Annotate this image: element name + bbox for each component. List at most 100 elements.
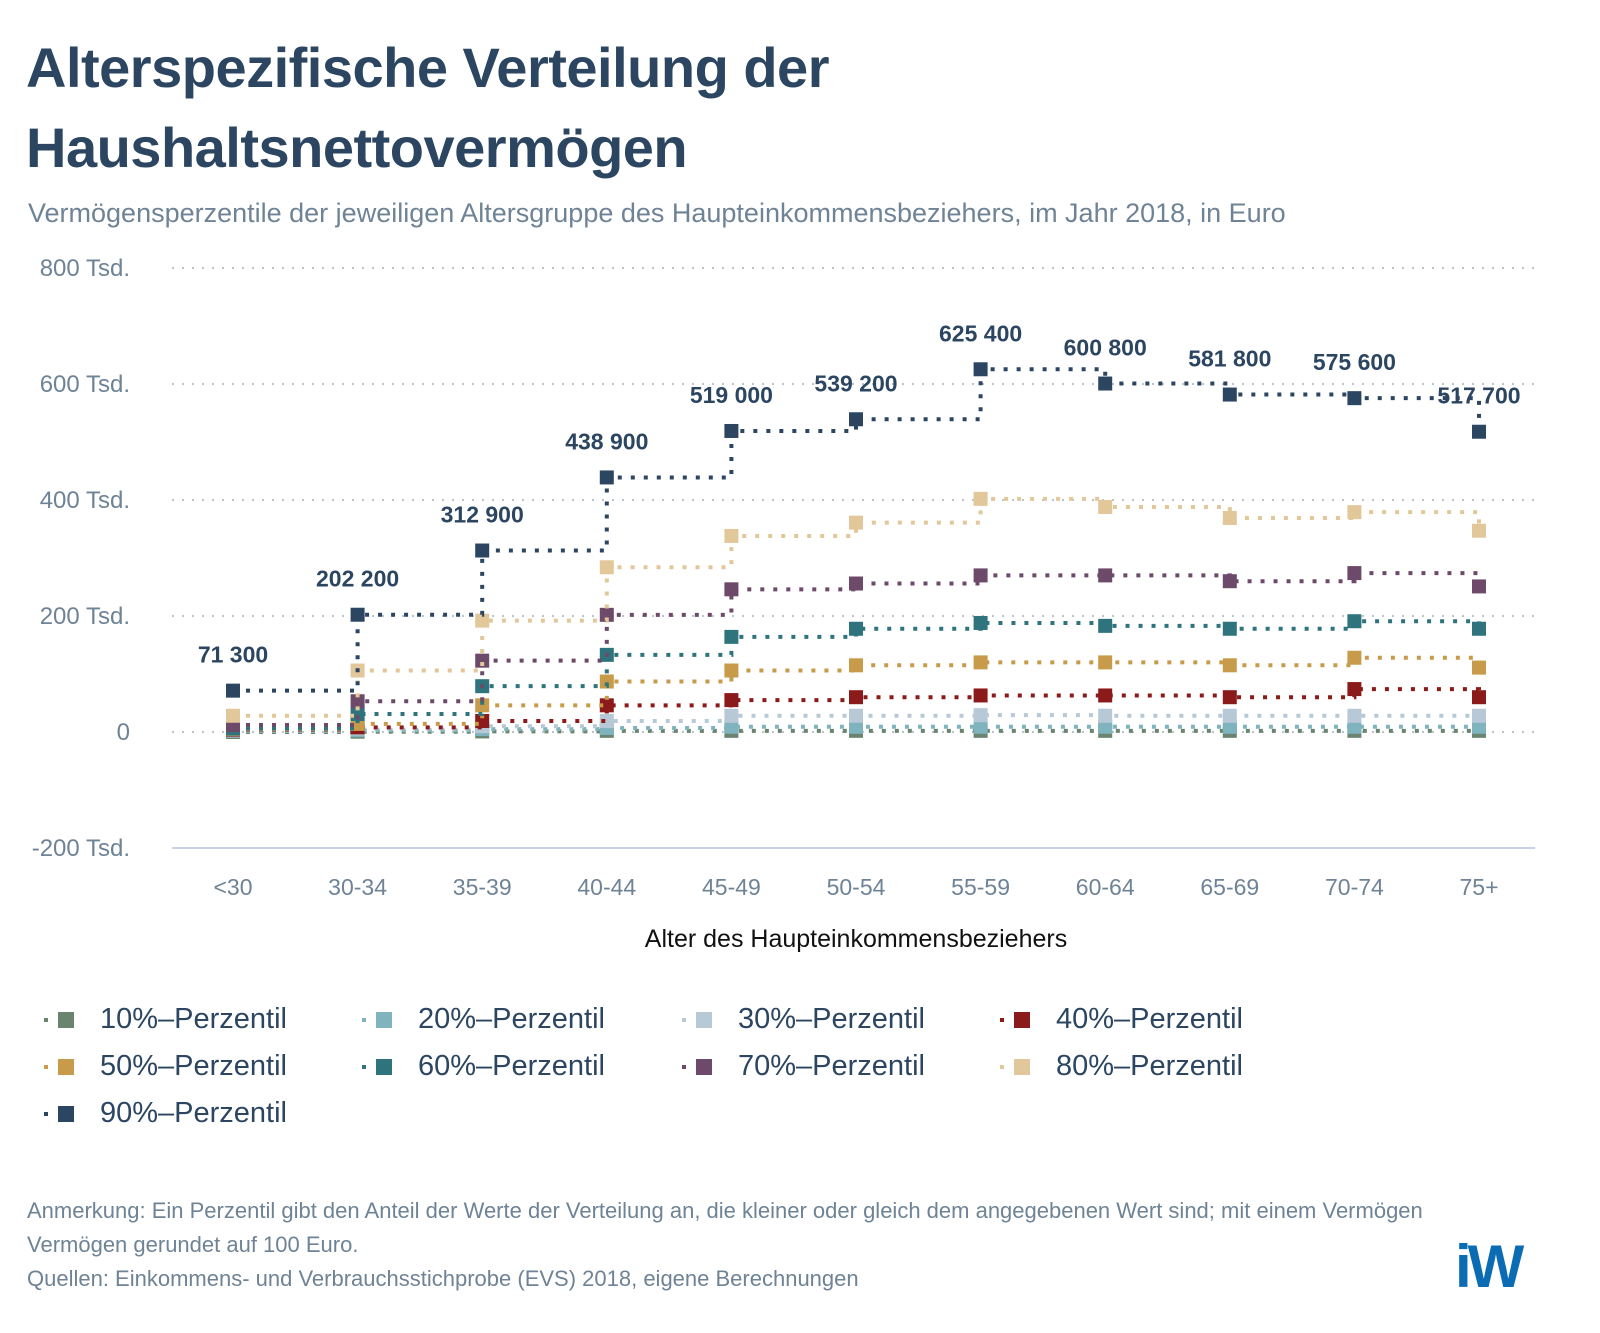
x-tick-label: 30-34	[328, 874, 387, 900]
x-tick-label: 55-59	[951, 874, 1010, 900]
legend-item: 30%–Perzentil	[682, 1003, 925, 1036]
data-point	[973, 568, 988, 583]
data-point	[724, 693, 739, 708]
data-point	[475, 543, 490, 558]
data-point	[350, 694, 365, 709]
data-point	[1347, 708, 1362, 723]
data-point	[973, 615, 988, 630]
legend-line-icon	[1000, 1017, 1004, 1022]
data-point	[724, 629, 739, 644]
data-point	[849, 719, 863, 734]
y-tick-label: 0	[117, 719, 130, 746]
legend-item: 50%–Perzentil	[44, 1050, 287, 1083]
legend-line-icon	[44, 1064, 48, 1069]
y-tick-label: 400 Tsd.	[40, 487, 130, 514]
data-point	[849, 412, 863, 427]
legend-marker-icon	[58, 1105, 74, 1122]
legend-label: 20%–Perzentil	[418, 1003, 605, 1035]
legend-item: 80%–Perzentil	[1000, 1050, 1243, 1083]
data-point	[1222, 658, 1237, 673]
data-point	[973, 491, 988, 506]
x-axis-title: Alter des Haupteinkommensbeziehers	[645, 925, 1067, 953]
y-tick-label: 800 Tsd.	[40, 255, 130, 282]
data-point	[1222, 708, 1237, 723]
note-line-1: Anmerkung: Ein Perzentil gibt den Anteil…	[27, 1198, 1423, 1223]
legend-label: 50%–Perzentil	[100, 1050, 287, 1082]
data-point	[226, 708, 240, 723]
y-tick-label: 600 Tsd.	[40, 371, 130, 398]
data-point	[1222, 510, 1237, 525]
data-label: 519 000	[690, 382, 773, 408]
data-point	[849, 658, 863, 673]
legend-item: 90%–Perzentil	[44, 1097, 287, 1130]
series-line	[233, 655, 1481, 732]
data-point	[973, 362, 988, 377]
data-label: 600 800	[1064, 335, 1147, 361]
legend-line-icon	[44, 1111, 48, 1116]
chart-subtitle: Vermögensperzentile der jeweiligen Alter…	[28, 198, 1286, 228]
data-point	[849, 515, 863, 530]
data-label: 625 400	[939, 320, 1022, 346]
data-point	[1098, 499, 1113, 514]
data-label: 581 800	[1188, 346, 1271, 372]
legend-line-icon	[44, 1017, 48, 1022]
data-point	[475, 698, 490, 713]
x-tick-label: 65-69	[1200, 874, 1259, 900]
legend-label: 30%–Perzentil	[738, 1003, 925, 1035]
data-point	[1098, 708, 1113, 723]
legend-marker-icon	[58, 1058, 74, 1075]
legend-label: 40%–Perzentil	[1056, 1003, 1243, 1035]
y-tick-label: -200 Tsd.	[32, 835, 130, 862]
data-point	[724, 582, 739, 597]
data-point	[973, 708, 988, 723]
data-point	[599, 470, 614, 485]
data-label: 517 700	[1437, 383, 1520, 409]
legend-marker-icon	[376, 1011, 392, 1028]
data-point	[599, 713, 614, 728]
data-point	[1472, 708, 1486, 723]
x-tick-label: 70-74	[1325, 874, 1384, 900]
data-label: 575 600	[1313, 349, 1396, 375]
data-label: 539 200	[814, 370, 897, 396]
data-point	[724, 423, 739, 438]
legend-label: 60%–Perzentil	[418, 1050, 605, 1082]
data-point	[350, 607, 365, 622]
series-line	[233, 496, 1481, 718]
data-point	[849, 576, 863, 591]
data-point	[1347, 682, 1362, 697]
legend-label: 70%–Perzentil	[738, 1050, 925, 1082]
data-point	[724, 663, 739, 678]
data-point	[599, 607, 614, 622]
data-point	[599, 560, 614, 575]
data-label: 71 300	[198, 642, 268, 668]
x-tick-label: 50-54	[827, 874, 886, 900]
data-point	[849, 621, 863, 636]
legend-label: 10%–Perzentil	[100, 1003, 287, 1035]
data-point	[1222, 387, 1237, 402]
chart-plot: -200 Tsd. 0 200 Tsd. 400 Tsd. 600 Tsd. 800 Ts…	[32, 255, 1535, 953]
data-point	[1347, 391, 1362, 406]
legend-label: 90%–Perzentil	[100, 1097, 287, 1129]
x-tick-label: 40-44	[577, 874, 636, 900]
note-line-2: Vermögen gerundet auf 100 Euro.	[27, 1232, 359, 1257]
data-point	[475, 613, 490, 628]
data-point	[1098, 655, 1113, 670]
legend-line-icon	[362, 1017, 366, 1022]
data-point	[1347, 614, 1362, 629]
data-point	[973, 655, 988, 670]
data-point	[1347, 505, 1362, 520]
x-tick-label: 35-39	[453, 874, 512, 900]
series-80-perzentil	[226, 491, 1486, 723]
data-point	[973, 719, 988, 734]
legend-marker-icon	[58, 1011, 74, 1028]
legend-marker-icon	[1014, 1011, 1030, 1028]
title-line-1: Alterspezifische Verteilung der	[26, 36, 829, 99]
legend-marker-icon	[696, 1011, 712, 1028]
legend-line-icon	[682, 1017, 686, 1022]
data-point	[226, 683, 240, 698]
legend-item: 10%–Perzentil	[44, 1003, 287, 1036]
data-point	[350, 707, 365, 722]
y-tick-label: 200 Tsd.	[40, 603, 130, 630]
legend-line-icon	[682, 1064, 686, 1069]
footnote: Anmerkung: Ein Perzentil gibt den Anteil…	[27, 1194, 1423, 1296]
